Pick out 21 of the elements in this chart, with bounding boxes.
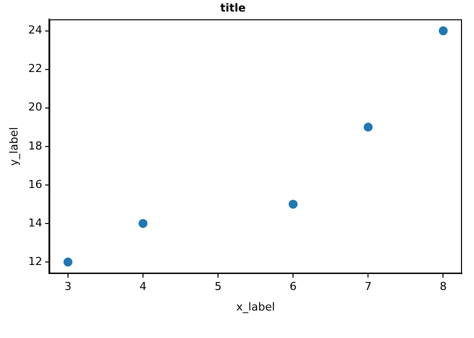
chart-title: title bbox=[220, 1, 246, 14]
point bbox=[364, 122, 373, 132]
y-tick-label: 12 bbox=[28, 254, 42, 268]
x-tick-label: 7 bbox=[364, 280, 372, 294]
point bbox=[138, 218, 148, 228]
y-axis-title: y_label bbox=[7, 127, 20, 166]
x-axis-title: x_label bbox=[236, 300, 275, 314]
y-tick-label: 20 bbox=[28, 100, 42, 114]
y-tick-label: 22 bbox=[28, 62, 42, 76]
y-tick-label: 14 bbox=[28, 216, 42, 230]
y-tick-label: 18 bbox=[28, 139, 42, 152]
x-tick-label: 8 bbox=[440, 280, 447, 294]
point bbox=[288, 200, 298, 209]
point bbox=[63, 258, 72, 267]
x-tick-label: 5 bbox=[214, 280, 222, 294]
point bbox=[438, 26, 448, 36]
x-tick-label: 3 bbox=[64, 280, 72, 294]
y-tick-label: 16 bbox=[28, 178, 42, 191]
y-tick-label: 24 bbox=[28, 24, 42, 37]
x-tick-label: 6 bbox=[290, 280, 297, 294]
x-tick-label: 4 bbox=[140, 280, 147, 294]
